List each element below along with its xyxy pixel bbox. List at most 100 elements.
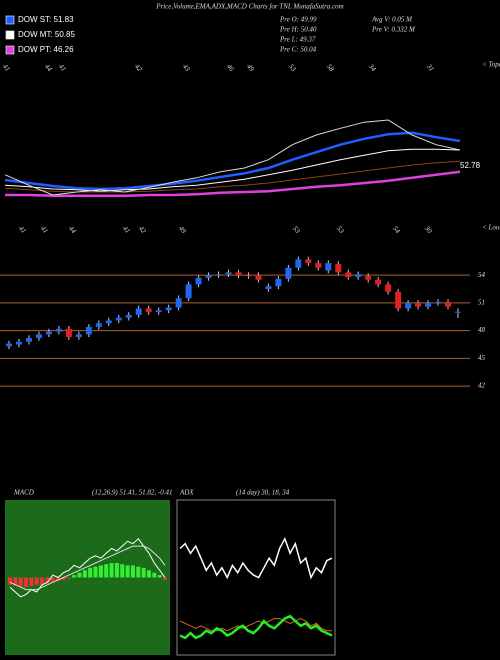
histogram-bar: [77, 572, 82, 578]
histogram-bar: [82, 570, 87, 578]
series-line: [179, 614, 333, 640]
adx-title: ADX: [179, 489, 194, 497]
histogram-bar: [109, 563, 114, 578]
candle-body: [275, 278, 282, 287]
histogram-bar: [34, 577, 39, 585]
legend-label: DOW MT: 50.85: [18, 30, 75, 39]
series-line: [179, 618, 332, 632]
y-tick-label: 48: [478, 326, 486, 334]
candle-body: [35, 334, 42, 339]
corner-label: < Topa: [482, 61, 500, 69]
histogram-bar: [61, 577, 66, 580]
histogram-bar: [50, 577, 55, 583]
macd-params: (12,26,9) 51.41, 51.82, -0.41: [92, 489, 173, 497]
candle-body: [75, 334, 82, 338]
macd-title: MACD: [13, 489, 34, 497]
date-label: 30: [422, 224, 434, 236]
histogram-bar: [130, 565, 135, 578]
candle-body: [295, 259, 302, 268]
candle-body: [315, 263, 322, 268]
histogram-bar: [146, 570, 151, 578]
macd-line: [9, 545, 166, 591]
histogram-bar: [104, 564, 109, 578]
histogram-bar: [45, 577, 50, 584]
candle-body: [445, 301, 452, 307]
candle-body: [65, 328, 72, 338]
candle-body: [385, 284, 392, 292]
date-label: 53: [335, 224, 346, 235]
macd-line: [9, 538, 166, 598]
candle-body: [265, 286, 272, 290]
info-text: Pre V: 0.332 M: [371, 26, 416, 34]
candle-body: [395, 291, 402, 309]
candle-body: [85, 326, 92, 335]
histogram-bar: [141, 567, 146, 578]
candle-body: [105, 320, 112, 324]
corner-label: < Loom: [482, 224, 500, 232]
info-text: Pre C: 50.04: [279, 46, 317, 54]
histogram-bar: [18, 577, 23, 588]
date-label: 44: [43, 62, 54, 73]
info-text: Pre O: 49.99: [279, 16, 317, 24]
candle-body: [305, 259, 312, 264]
histogram-bar: [120, 564, 125, 578]
y-tick-label: 51: [478, 298, 485, 306]
candle-body: [185, 284, 192, 299]
date-label: 34: [366, 62, 378, 74]
date-label: 46: [225, 62, 236, 73]
date-label: 53: [291, 224, 302, 235]
y-tick-label: 45: [478, 354, 486, 362]
candle-body: [355, 274, 362, 277]
histogram-bar: [125, 565, 130, 578]
series-line: [4, 131, 461, 191]
legend-swatch: [5, 15, 15, 25]
date-label: 58: [325, 62, 336, 73]
legend-swatch: [5, 30, 15, 40]
candle-body: [25, 338, 32, 342]
histogram-bar: [157, 575, 162, 578]
candle-body: [325, 263, 332, 271]
date-label: 49: [245, 62, 256, 73]
legend-swatch: [5, 45, 15, 55]
candle-body: [245, 275, 252, 277]
histogram-bar: [72, 575, 77, 578]
value-annotation: 52.78: [460, 161, 481, 170]
candle-body: [95, 323, 102, 327]
candle-body: [165, 307, 172, 311]
candle-body: [225, 272, 232, 275]
candle-body: [435, 301, 442, 303]
candle-body: [405, 302, 412, 309]
histogram-bar: [66, 577, 71, 579]
candle-body: [455, 311, 461, 313]
legend-label: DOW ST: 51.83: [18, 15, 74, 24]
date-label: 41: [57, 62, 68, 73]
series-line: [4, 148, 461, 192]
histogram-bar: [152, 572, 157, 578]
page-title: Price,Volume,EMA,ADX,MACD Charts for TNL…: [155, 3, 344, 11]
series-line: [179, 536, 333, 580]
adx-params: (14 day) 30, 18, 34: [236, 489, 290, 497]
candle-body: [205, 275, 212, 278]
histogram-bar: [29, 577, 34, 586]
date-label: 49: [177, 224, 188, 235]
candle-body: [6, 343, 12, 347]
date-label: 42: [137, 224, 148, 235]
histogram-bar: [136, 566, 141, 578]
candle-body: [155, 310, 162, 313]
histogram-bar: [98, 565, 103, 578]
info-text: Pre H: 50.40: [279, 26, 317, 34]
candle-body: [175, 298, 182, 308]
candle-body: [15, 341, 22, 345]
info-text: Pre L: 49.37: [279, 36, 316, 44]
candle-body: [415, 302, 422, 307]
histogram-bar: [114, 563, 119, 578]
date-label: 41: [1, 62, 12, 73]
date-label: 41: [121, 224, 132, 235]
candle-body: [365, 276, 372, 280]
date-label: 41: [17, 224, 28, 235]
histogram-bar: [56, 577, 61, 582]
candle-body: [255, 275, 262, 280]
candle-body: [375, 279, 382, 285]
series-line: [5, 170, 461, 198]
candle-body: [425, 302, 432, 307]
